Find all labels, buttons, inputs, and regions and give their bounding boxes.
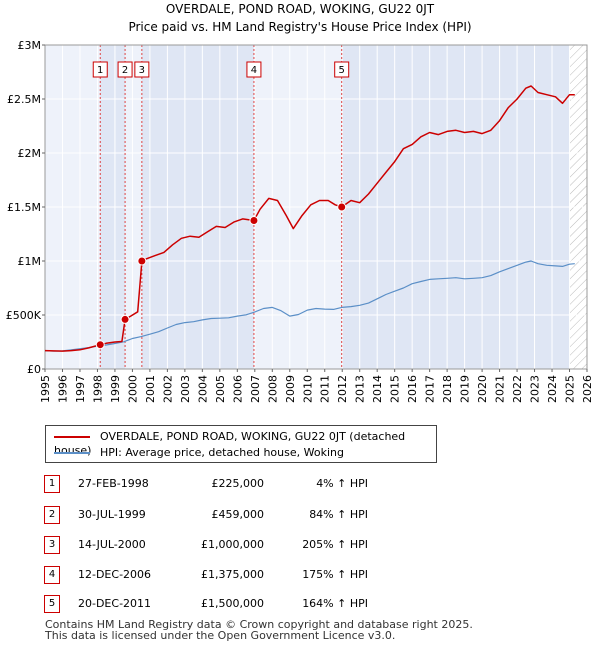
sale-point (337, 202, 347, 212)
x-tick-label: 2011 (319, 375, 332, 403)
x-tick-label: 2013 (354, 375, 367, 403)
y-tick-label: £1.5M (7, 201, 41, 214)
sale-price: £1,000,000 (201, 538, 264, 551)
sale-date: 30-JUL-1999 (78, 508, 146, 521)
legend-label-hpi: HPI: Average price, detached house, Woki… (100, 446, 344, 459)
sale-label-number: 4 (251, 65, 257, 76)
y-tick-label: £3M (18, 39, 42, 52)
property-price-line (44, 85, 575, 352)
x-tick-label: 2007 (249, 375, 262, 403)
x-tick-label: 1996 (56, 375, 69, 403)
sale-hpi-change: 84% ↑ HPI (309, 508, 368, 521)
sale-marker-label: 3 (44, 536, 60, 554)
x-tick-label: 1997 (74, 375, 87, 403)
x-tick-label: 2012 (336, 375, 349, 403)
sale-label-box (134, 61, 150, 78)
hpi-line (44, 260, 575, 352)
x-tick-label: 2025 (564, 375, 577, 403)
sale-price: £225,000 (211, 477, 265, 490)
y-tick-label: £2M (18, 147, 42, 160)
x-tick-label: 2000 (126, 375, 139, 403)
x-tick-label: 2010 (301, 375, 314, 403)
x-tick-label: 2023 (529, 375, 542, 403)
sale-price: £1,500,000 (201, 597, 264, 610)
y-tick-label: £1M (18, 255, 42, 268)
sale-label-box (92, 61, 108, 78)
sale-label-number: 2 (122, 65, 128, 76)
sale-hpi-change: 205% ↑ HPI (302, 538, 368, 551)
sale-date: 20-DEC-2011 (78, 597, 152, 610)
x-tick-label: 1998 (91, 375, 104, 403)
sale-label-number: 5 (339, 65, 345, 76)
legend: OVERDALE, POND ROAD, WOKING, GU22 0JT (d… (45, 425, 437, 463)
x-tick-label: 2002 (161, 375, 174, 403)
sale-point (120, 314, 130, 324)
legend-item-hpi: HPI: Average price, detached house, Woki… (54, 446, 344, 460)
x-tick-label: 2008 (266, 375, 279, 403)
sale-row: 3 14-JUL-2000 £1,000,000 205% ↑ HPI (0, 536, 600, 554)
legend-item-property: OVERDALE, POND ROAD, WOKING, GU22 0JT (d… (54, 430, 436, 457)
sale-point (249, 216, 259, 225)
x-tick-label: 2009 (284, 375, 297, 403)
sale-marker-label: 1 (44, 475, 60, 493)
sale-label-box (117, 61, 133, 78)
sale-point (137, 256, 147, 266)
sale-date: 27-FEB-1998 (78, 477, 149, 490)
sale-hpi-change: 164% ↑ HPI (302, 597, 368, 610)
copyright-notice: Contains HM Land Registry data © Crown c… (45, 618, 473, 631)
sale-hpi-change: 175% ↑ HPI (302, 568, 368, 581)
sale-marker-label: 5 (44, 595, 60, 613)
x-tick-label: 2022 (511, 375, 524, 403)
licence-notice: This data is licensed under the Open Gov… (45, 629, 396, 642)
footer: Contains HM Land Registry data © Crown c… (45, 619, 473, 641)
x-tick-label: 2006 (231, 375, 244, 403)
x-tick-label: 2018 (441, 375, 454, 403)
sale-row: 4 12-DEC-2006 £1,375,000 175% ↑ HPI (0, 566, 600, 584)
x-tick-label: 2021 (494, 375, 507, 403)
x-tick-label: 2014 (371, 375, 384, 403)
x-tick-label: 2019 (459, 375, 472, 403)
sale-date: 12-DEC-2006 (78, 568, 152, 581)
x-tick-label: 2026 (581, 375, 594, 403)
y-tick-label: £0 (27, 363, 41, 376)
sale-label-number: 1 (97, 65, 103, 76)
x-tick-label: 2024 (546, 375, 559, 403)
sale-row: 1 27-FEB-1998 £225,000 4% ↑ HPI (0, 475, 600, 493)
x-tick-label: 2016 (406, 375, 419, 403)
y-tick-label: £500K (6, 309, 42, 322)
x-tick-label: 2003 (179, 375, 192, 403)
y-tick-label: £2.5M (7, 93, 41, 106)
sale-row: 2 30-JUL-1999 £459,000 84% ↑ HPI (0, 506, 600, 524)
sale-price: £459,000 (211, 508, 265, 521)
x-tick-label: 2015 (389, 375, 402, 403)
legend-swatch-property (54, 436, 90, 438)
x-tick-label: 2020 (476, 375, 489, 403)
chart-subtitle: Price paid vs. HM Land Registry's House … (128, 20, 471, 34)
x-tick-label: 2001 (144, 375, 157, 403)
sale-price: £1,375,000 (201, 568, 264, 581)
x-tick-label: 2017 (424, 375, 437, 403)
sale-label-box (334, 61, 350, 78)
chart-title: OVERDALE, POND ROAD, WOKING, GU22 0JT (166, 2, 435, 16)
sale-row: 5 20-DEC-2011 £1,500,000 164% ↑ HPI (0, 595, 600, 613)
x-tick-label: 1999 (109, 375, 122, 403)
sale-label-number: 3 (139, 65, 145, 76)
chart: OVERDALE, POND ROAD, WOKING, GU22 0JT Pr… (6, 2, 594, 403)
legend-swatch-hpi (54, 452, 90, 454)
sale-hpi-change: 4% ↑ HPI (316, 477, 368, 490)
x-tick-label: 1995 (39, 375, 52, 403)
sale-label-box (246, 61, 262, 78)
sale-point (95, 340, 105, 350)
x-tick-label: 2004 (196, 375, 209, 403)
x-tick-label: 2005 (214, 375, 227, 403)
sale-marker-label: 4 (44, 566, 60, 584)
sale-date: 14-JUL-2000 (78, 538, 146, 551)
sale-marker-label: 2 (44, 506, 60, 524)
